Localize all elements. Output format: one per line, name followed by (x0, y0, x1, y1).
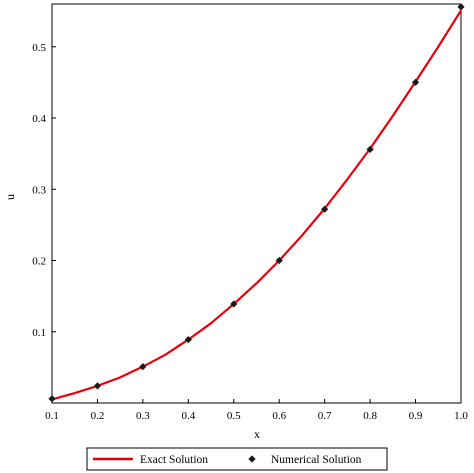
legend: Exact Solution Numerical Solution (86, 447, 388, 471)
x-tick-label: 0.4 (181, 410, 195, 422)
legend-label-numerical-solution: Numerical Solution (271, 454, 362, 466)
x-tick-label: 0.7 (318, 410, 332, 422)
data-point-numerical-solution (230, 300, 238, 308)
x-tick-label: 0.9 (409, 410, 423, 422)
data-point-numerical-solution (411, 78, 420, 86)
data-point-numerical-solution (93, 382, 102, 390)
legend-label-exact-solution: Exact Solution (140, 454, 208, 466)
data-point-numerical-solution (366, 145, 374, 153)
data-point-numerical-solution (139, 363, 147, 371)
x-tick-label: 0.2 (91, 410, 105, 422)
data-point-numerical-solution (275, 256, 283, 265)
data-point-numerical-solution (184, 335, 192, 344)
y-axis-ticks: 0.1 0.2 0.3 0.4 0.5 (32, 42, 56, 339)
x-tick-label: 0.8 (363, 410, 377, 422)
data-point-numerical-solution (457, 3, 465, 11)
legend-box (86, 447, 388, 471)
data-point-numerical-solution (48, 395, 56, 403)
x-tick-label: 0.1 (45, 410, 59, 422)
x-tick-label: 0.5 (227, 410, 241, 422)
series-line-exact-solution (51, 9, 462, 401)
y-tick-label: 0.5 (32, 42, 46, 54)
plot-area (51, 3, 462, 404)
y-tick-label: 0.2 (32, 256, 46, 268)
x-tick-label: 0.6 (272, 410, 286, 422)
data-point-numerical-solution (321, 205, 329, 213)
y-tick-label: 0.4 (32, 113, 46, 125)
x-axis-ticks: 0.1 0.2 0.3 0.4 0.5 0.6 0.7 0.8 0.9 1.0 (45, 399, 468, 422)
x-axis-label: x (254, 427, 260, 441)
legend-swatch-numerical-solution (248, 455, 256, 463)
x-tick-label: 0.3 (136, 410, 150, 422)
plot-frame (51, 3, 462, 404)
series-layer (48, 3, 465, 403)
y-tick-label: 0.3 (32, 184, 46, 196)
y-tick-label: 0.1 (32, 327, 46, 339)
y-axis-label: u (3, 194, 17, 200)
x-tick-label: 1.0 (454, 410, 468, 422)
